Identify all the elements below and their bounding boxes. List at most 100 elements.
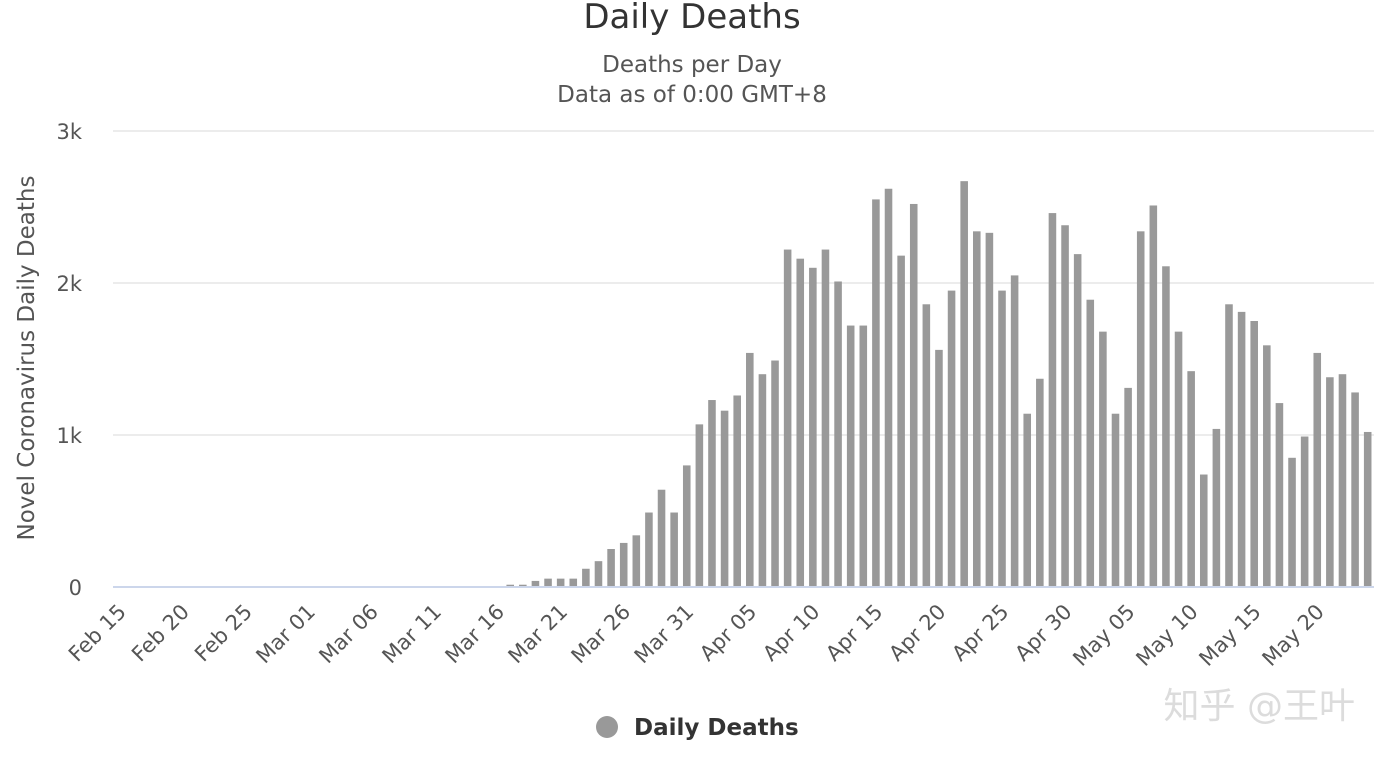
bar[interactable]: [897, 255, 905, 587]
bar[interactable]: [1263, 345, 1271, 587]
bar[interactable]: [1225, 304, 1233, 587]
y-tick-label: 3k: [56, 120, 82, 144]
bar[interactable]: [1338, 374, 1347, 587]
bar[interactable]: [1288, 457, 1296, 587]
bar[interactable]: [1048, 213, 1057, 587]
y-tick-label: 0: [69, 576, 82, 600]
bar[interactable]: [1149, 205, 1158, 588]
bar[interactable]: [569, 578, 578, 587]
bar[interactable]: [1124, 387, 1132, 587]
bar[interactable]: [935, 349, 943, 587]
x-tick-label: Apr 20: [884, 600, 950, 666]
bar[interactable]: [556, 578, 565, 587]
bar[interactable]: [670, 512, 678, 587]
bar[interactable]: [947, 290, 956, 587]
bar[interactable]: [1275, 403, 1284, 587]
bar[interactable]: [1363, 431, 1372, 587]
bar[interactable]: [746, 352, 754, 587]
bar-series: [506, 181, 1372, 588]
bar[interactable]: [1237, 311, 1246, 587]
bar[interactable]: [998, 290, 1006, 587]
bar[interactable]: [859, 325, 868, 587]
bar[interactable]: [809, 267, 817, 587]
bar[interactable]: [544, 578, 552, 587]
bar[interactable]: [645, 512, 653, 587]
bar[interactable]: [1300, 436, 1309, 587]
bar[interactable]: [884, 188, 893, 587]
x-tick-label: Mar 21: [504, 600, 573, 669]
bar[interactable]: [973, 231, 981, 587]
x-tick-label: Apr 15: [821, 600, 887, 666]
bar[interactable]: [682, 465, 691, 587]
bar[interactable]: [834, 281, 842, 587]
legend[interactable]: Daily Deaths: [596, 715, 799, 741]
bar[interactable]: [632, 535, 641, 587]
bar[interactable]: [1351, 392, 1359, 587]
y-tick-label: 2k: [56, 272, 82, 296]
bar[interactable]: [607, 549, 615, 587]
bar[interactable]: [1250, 321, 1258, 587]
bar[interactable]: [1199, 474, 1208, 587]
x-tick-label: May 20: [1258, 600, 1329, 671]
bar[interactable]: [1187, 371, 1195, 587]
bar[interactable]: [872, 199, 880, 587]
bar[interactable]: [582, 568, 590, 587]
bar[interactable]: [1036, 378, 1044, 587]
x-tick-label: May 05: [1068, 600, 1139, 671]
bar[interactable]: [619, 542, 628, 587]
bar[interactable]: [821, 249, 830, 587]
chart-title: Daily Deaths: [583, 0, 800, 37]
legend-label: Daily Deaths: [634, 715, 799, 741]
bar[interactable]: [909, 203, 918, 587]
x-tick-label: Mar 11: [378, 600, 447, 669]
x-tick-label: Apr 30: [1010, 600, 1076, 666]
bar[interactable]: [695, 424, 704, 587]
bar[interactable]: [594, 561, 603, 587]
x-tick-label: Mar 01: [251, 600, 320, 669]
watermark: 知乎 @王叶: [1164, 686, 1355, 727]
x-tick-label: May 15: [1194, 600, 1265, 671]
bar[interactable]: [657, 489, 666, 587]
bar[interactable]: [519, 584, 527, 587]
bar[interactable]: [1136, 231, 1145, 587]
bar[interactable]: [708, 400, 716, 587]
y-tick-label: 1k: [56, 424, 82, 448]
chart-subtitle: Deaths per Day: [602, 52, 782, 78]
bar[interactable]: [783, 249, 792, 587]
bar[interactable]: [1212, 428, 1221, 587]
bar[interactable]: [733, 395, 741, 587]
bar[interactable]: [758, 374, 767, 587]
x-tick-label: Apr 25: [947, 600, 1013, 666]
x-tick-label: Feb 25: [190, 600, 257, 667]
bar[interactable]: [846, 325, 855, 587]
bar[interactable]: [922, 304, 931, 587]
x-tick-label: May 10: [1131, 600, 1202, 671]
bar[interactable]: [1010, 275, 1019, 587]
bar[interactable]: [1162, 266, 1170, 587]
bar[interactable]: [720, 410, 729, 587]
bar[interactable]: [1061, 225, 1069, 588]
bar[interactable]: [1086, 299, 1095, 587]
legend-marker: [596, 716, 618, 738]
x-tick-label: Mar 06: [314, 600, 383, 669]
bar[interactable]: [1174, 331, 1183, 587]
bar[interactable]: [985, 232, 994, 587]
x-tick-label: Mar 31: [630, 600, 699, 669]
x-tick-label: Mar 26: [567, 600, 636, 669]
y-axis-title: Novel Coronavirus Daily Deaths: [14, 176, 40, 541]
bar[interactable]: [1099, 331, 1107, 587]
bar[interactable]: [771, 360, 779, 587]
bar[interactable]: [1023, 413, 1032, 587]
bar[interactable]: [796, 258, 805, 587]
bar[interactable]: [531, 580, 540, 587]
bar[interactable]: [1111, 413, 1120, 587]
chart-subtitle-date: Data as of 0:00 GMT+8: [557, 82, 827, 108]
bar[interactable]: [1073, 254, 1082, 587]
bar[interactable]: [1326, 377, 1334, 587]
bar[interactable]: [506, 584, 514, 587]
bar[interactable]: [1313, 352, 1322, 587]
x-tick-label: Apr 10: [758, 600, 824, 666]
bar[interactable]: [960, 181, 968, 587]
